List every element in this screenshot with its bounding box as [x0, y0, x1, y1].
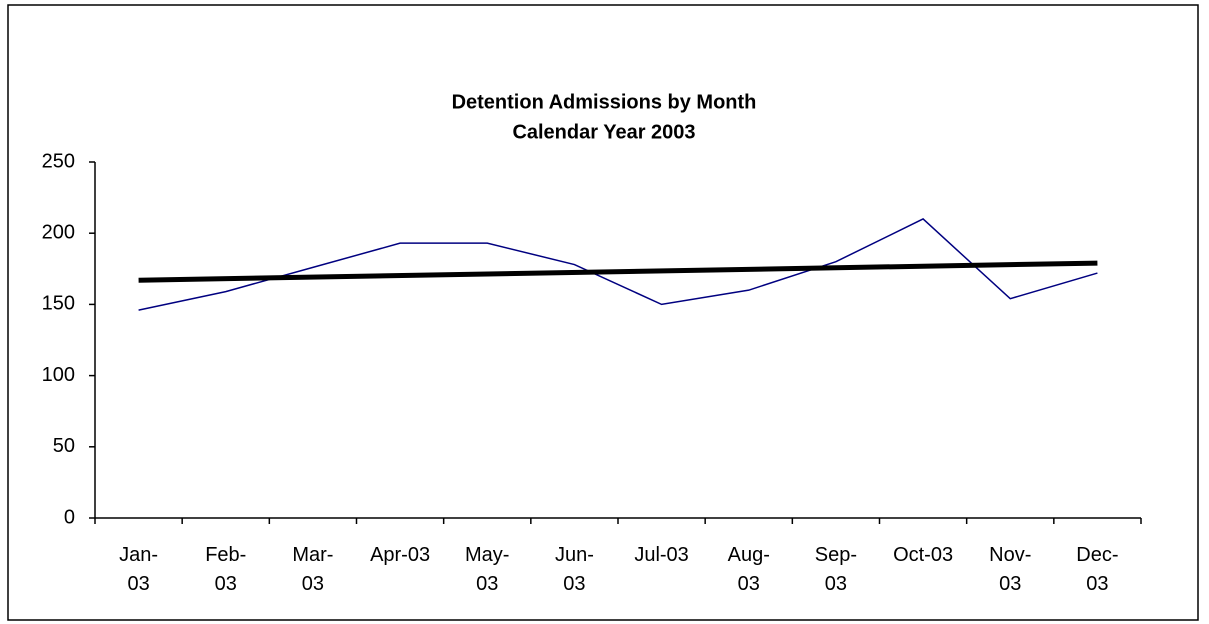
- data-line: [138, 218, 1098, 311]
- y-tick-label: 150: [42, 293, 75, 315]
- x-tick-label: Dec-03: [1076, 544, 1119, 595]
- y-tick-label: 50: [53, 435, 75, 457]
- x-tick-label: Jan-03: [119, 544, 159, 595]
- x-tick-label: Aug-03: [727, 544, 770, 595]
- x-tick-label: Oct-03: [893, 544, 954, 566]
- chart-subtitle: Calendar Year 2003: [512, 121, 695, 143]
- y-tick-label: 200: [42, 221, 75, 243]
- y-tick-label: 100: [42, 364, 75, 386]
- x-tick-label: Mar-03: [292, 544, 334, 595]
- x-tick-label: Jun-03: [554, 544, 594, 595]
- y-tick-label: 250: [42, 150, 75, 172]
- trendline: [138, 260, 1098, 283]
- x-tick-label: Sep-03: [814, 544, 858, 595]
- x-tick-label: Feb-03: [205, 544, 247, 595]
- chart-title: Detention Admissions by Month: [452, 91, 757, 113]
- x-tick-label: Jul-03: [634, 544, 689, 566]
- x-tick-label: Apr-03: [370, 544, 431, 566]
- y-tick-label: 0: [64, 506, 75, 528]
- x-tick-label: May-03: [465, 544, 510, 595]
- x-tick-label: Nov-03: [989, 544, 1032, 595]
